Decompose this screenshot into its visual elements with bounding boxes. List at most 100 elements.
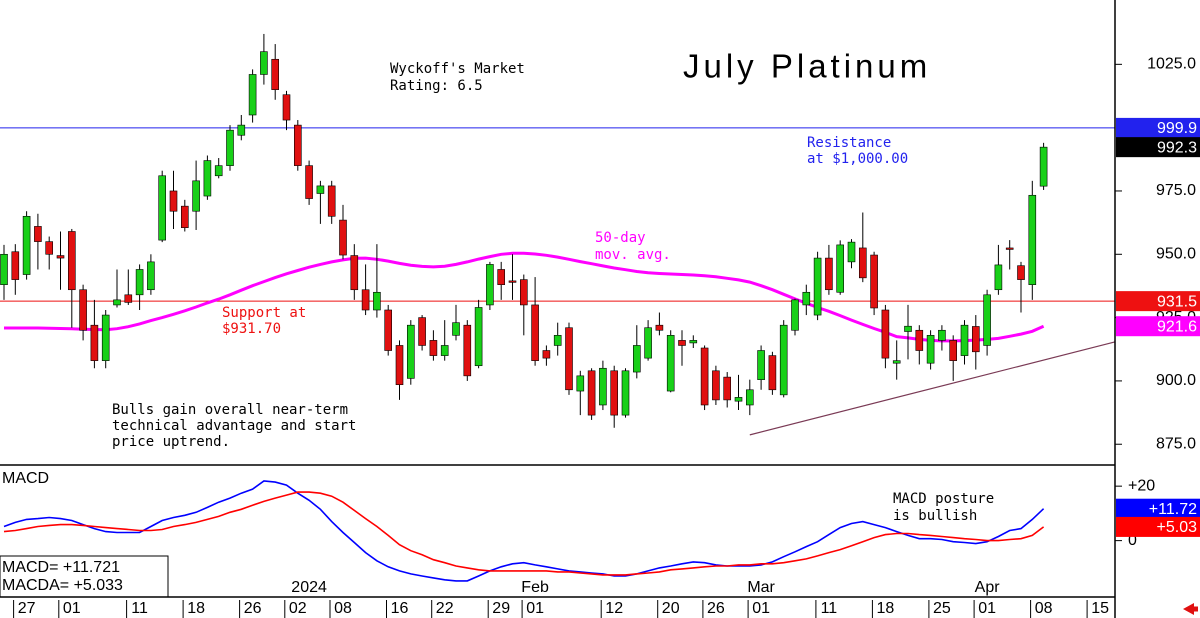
candle-body xyxy=(553,335,562,346)
x-tick-label: 18 xyxy=(187,600,205,617)
candle-body xyxy=(847,241,856,263)
macd-tag-box xyxy=(1116,498,1200,519)
candle-body xyxy=(327,185,336,217)
x-tick-label: 29 xyxy=(492,600,510,617)
macd-note: MACD posture is bullish xyxy=(893,491,994,524)
candle-body xyxy=(124,294,133,303)
candle-body xyxy=(305,165,313,199)
x-tick-label: 16 xyxy=(391,600,409,617)
candle-body xyxy=(836,244,845,293)
candle-body xyxy=(395,345,404,386)
x-tick-label: 15 xyxy=(1091,600,1109,617)
y-tick-label: 1025.0 xyxy=(1147,56,1196,73)
resistance-tag-box xyxy=(1116,117,1200,138)
candle-body xyxy=(474,307,483,367)
candle-body xyxy=(938,329,946,341)
candle-body xyxy=(802,291,811,306)
rating-note-line: Rating: 6.5 xyxy=(390,78,483,94)
candle-body xyxy=(825,257,833,291)
x-tick-label: 20 xyxy=(662,600,680,617)
candle-body xyxy=(373,291,381,311)
x-tick-label: 01 xyxy=(978,600,996,617)
candle-body xyxy=(68,231,76,291)
close-tag-box xyxy=(1116,137,1200,158)
candle-body xyxy=(519,279,528,306)
outlook-note-line: Bulls gain overall near-term xyxy=(112,402,348,418)
candle-body xyxy=(870,254,878,309)
resistance-note-line: Resistance xyxy=(807,135,891,151)
candle-body xyxy=(316,185,325,194)
candle-body xyxy=(745,389,754,406)
candle-body xyxy=(79,289,87,331)
candle-body xyxy=(768,355,777,391)
ma-note-line: mov. avg. xyxy=(595,247,671,263)
candle-body xyxy=(1017,265,1025,280)
candle-body xyxy=(192,180,200,212)
x-tick-label: 08 xyxy=(334,600,352,617)
macd-line xyxy=(3,480,1045,582)
x-tick-label: 08 xyxy=(1035,600,1053,617)
candle-body xyxy=(689,340,698,344)
candle-body xyxy=(508,280,517,283)
readout-box xyxy=(0,555,169,598)
candle-body xyxy=(406,324,415,379)
support-tag: 931.5 xyxy=(1157,293,1197,310)
x-tick-label: 01 xyxy=(526,600,544,617)
x-tick-label: 27 xyxy=(18,600,36,617)
candle-body xyxy=(610,370,619,416)
candle-body xyxy=(237,124,246,136)
support-note-line: $931.70 xyxy=(222,321,281,337)
candle-body xyxy=(983,294,991,346)
resistance-note-line: at $1,000.00 xyxy=(807,151,908,167)
candle-body xyxy=(813,257,822,316)
candle-body xyxy=(892,360,901,364)
x-tick-label: 12 xyxy=(605,600,623,617)
candle-body xyxy=(248,74,257,116)
candle-body xyxy=(587,370,596,416)
rating-note: Wyckoff's Market Rating: 6.5 xyxy=(390,61,525,94)
candle-body xyxy=(904,325,912,332)
macd-note-line: MACD posture xyxy=(893,491,994,507)
ma-tag: 921.6 xyxy=(1157,318,1197,335)
candle-body xyxy=(712,370,720,401)
support-note-line: Support at xyxy=(222,305,306,321)
candle-body xyxy=(45,241,54,255)
scroll-arrow[interactable] xyxy=(1183,603,1198,615)
candle-body xyxy=(666,335,675,392)
candle-body xyxy=(994,264,1003,291)
support-note: Support at $931.70 xyxy=(222,305,306,337)
candle-body xyxy=(700,347,709,406)
candle-body xyxy=(599,367,607,406)
candle-body xyxy=(158,175,166,241)
candle-body xyxy=(542,350,551,359)
candle-body xyxy=(293,124,302,166)
candle-body xyxy=(418,317,426,346)
y-tick-label: 900.0 xyxy=(1156,372,1196,389)
candle-body xyxy=(203,160,212,197)
candle-body xyxy=(135,269,144,296)
candle-body xyxy=(101,314,110,361)
outlook-note: Bulls gain overall near-term technical ad… xyxy=(112,402,356,450)
candle-body xyxy=(11,251,20,280)
chart-title: July Platinum xyxy=(683,48,931,85)
outlook-note-line: technical advantage and start xyxy=(112,418,356,434)
month-label: Mar xyxy=(747,579,775,596)
month-label: Feb xyxy=(521,579,549,596)
candle-body xyxy=(339,219,347,256)
x-tick-label: 26 xyxy=(707,600,725,617)
candle-body xyxy=(22,215,31,275)
x-tick-label: 11 xyxy=(821,600,838,617)
candle-body xyxy=(282,94,291,121)
candle-body xyxy=(452,322,460,336)
candle-body xyxy=(791,299,799,331)
candle-body xyxy=(463,324,472,377)
x-tick-label: 22 xyxy=(436,600,454,617)
candle-body xyxy=(632,345,641,373)
candle-body xyxy=(56,255,65,259)
candle-body xyxy=(678,340,686,346)
y-tick-label: 975.0 xyxy=(1156,182,1196,199)
panel-title: MACD xyxy=(2,470,49,487)
candle-body xyxy=(949,340,958,361)
